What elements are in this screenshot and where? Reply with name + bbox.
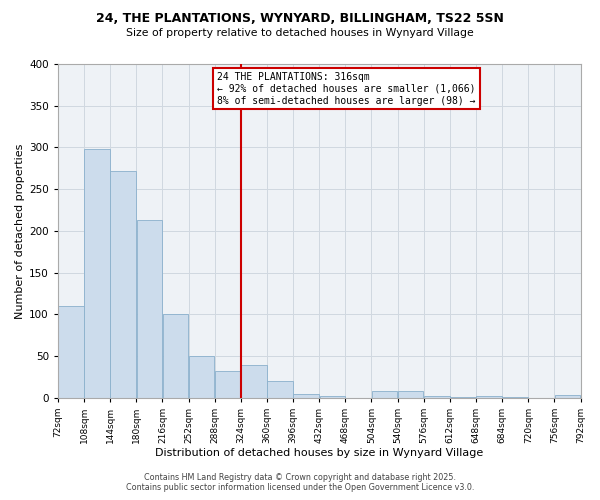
Text: Contains HM Land Registry data © Crown copyright and database right 2025.
Contai: Contains HM Land Registry data © Crown c… bbox=[126, 473, 474, 492]
Bar bbox=[241, 364, 266, 398]
Bar bbox=[398, 392, 424, 398]
Bar bbox=[110, 171, 136, 398]
Bar bbox=[554, 396, 580, 398]
Bar bbox=[58, 306, 84, 398]
Bar bbox=[137, 220, 162, 398]
Bar bbox=[267, 381, 293, 398]
Bar bbox=[502, 397, 528, 398]
Y-axis label: Number of detached properties: Number of detached properties bbox=[15, 144, 25, 318]
Bar bbox=[189, 356, 214, 398]
Text: 24 THE PLANTATIONS: 316sqm
← 92% of detached houses are smaller (1,066)
8% of se: 24 THE PLANTATIONS: 316sqm ← 92% of deta… bbox=[217, 72, 476, 106]
Bar bbox=[85, 149, 110, 398]
Bar bbox=[476, 396, 502, 398]
Bar bbox=[215, 371, 241, 398]
Bar bbox=[450, 397, 476, 398]
Bar bbox=[424, 396, 449, 398]
Text: 24, THE PLANTATIONS, WYNYARD, BILLINGHAM, TS22 5SN: 24, THE PLANTATIONS, WYNYARD, BILLINGHAM… bbox=[96, 12, 504, 26]
Text: Size of property relative to detached houses in Wynyard Village: Size of property relative to detached ho… bbox=[126, 28, 474, 38]
Bar bbox=[320, 396, 345, 398]
Bar bbox=[163, 314, 188, 398]
Bar bbox=[293, 394, 319, 398]
X-axis label: Distribution of detached houses by size in Wynyard Village: Distribution of detached houses by size … bbox=[155, 448, 484, 458]
Bar bbox=[372, 392, 397, 398]
